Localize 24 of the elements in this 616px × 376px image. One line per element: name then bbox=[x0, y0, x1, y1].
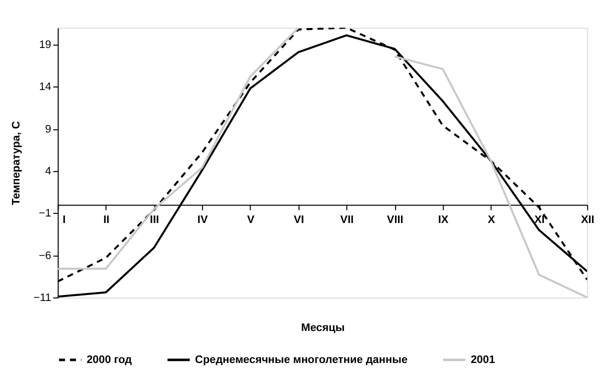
y-tick-label: −6 bbox=[38, 250, 52, 262]
x-tick-label: IV bbox=[197, 214, 208, 226]
x-tick-label: X bbox=[488, 214, 496, 226]
x-tick-label: VIII bbox=[386, 214, 404, 226]
y-tick-label: 14 bbox=[39, 81, 52, 94]
y-axis-title: Температура, С bbox=[10, 121, 23, 206]
y-tick-label: −11 bbox=[34, 292, 52, 304]
x-tick-label: V bbox=[247, 214, 256, 226]
x-axis-title: Месяцы bbox=[301, 322, 345, 334]
x-tick-label: III bbox=[150, 214, 160, 226]
y-tick-label: 4 bbox=[45, 166, 52, 178]
x-tick-label: I bbox=[62, 214, 66, 226]
legend-label: Среднемесячные многолетние данные bbox=[195, 354, 408, 366]
y-tick-label: 19 bbox=[39, 39, 52, 52]
y-tick-label: −1 bbox=[38, 208, 52, 220]
x-tick-label: XII bbox=[580, 214, 594, 226]
x-tick-label: IX bbox=[438, 214, 450, 226]
legend-label: 2001 bbox=[470, 354, 496, 366]
y-tick-label: 9 bbox=[45, 123, 52, 136]
legend-label: 2000 год bbox=[86, 354, 132, 366]
x-tick-label: II bbox=[103, 214, 110, 226]
x-tick-label: XI bbox=[534, 214, 545, 226]
x-tick-label: VII bbox=[340, 214, 354, 226]
x-tick-label: VI bbox=[294, 214, 304, 226]
